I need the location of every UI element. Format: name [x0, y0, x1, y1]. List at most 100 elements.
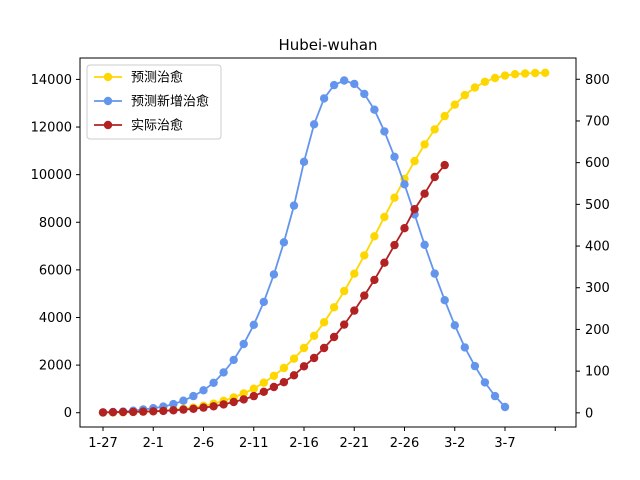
data-point	[319, 318, 329, 327]
data-point	[430, 172, 439, 182]
data-point	[209, 402, 218, 411]
data-point	[269, 382, 279, 392]
data-point	[98, 408, 108, 417]
data-point	[279, 378, 289, 387]
data-point	[299, 343, 309, 353]
data-point	[490, 73, 500, 83]
legend-label: 预测新增治愈	[131, 94, 209, 110]
data-point	[541, 68, 550, 78]
data-point	[229, 355, 238, 365]
data-point	[329, 303, 339, 312]
y-left-tick-label: 6000	[39, 263, 72, 278]
data-point	[420, 240, 429, 249]
data-point	[269, 371, 279, 380]
data-point	[249, 391, 258, 401]
data-point	[299, 157, 309, 166]
data-point	[259, 297, 268, 307]
data-point	[480, 77, 490, 87]
data-point	[470, 83, 480, 92]
data-point	[340, 76, 349, 85]
y-right-tick-label: 600	[585, 156, 610, 171]
y-left-tick-label: 2000	[39, 359, 72, 374]
data-point	[159, 406, 168, 416]
data-point	[520, 69, 530, 78]
data-point	[450, 321, 459, 330]
data-point	[309, 331, 319, 340]
data-point	[420, 140, 429, 149]
data-point	[360, 291, 369, 300]
x-tick-label: 2-26	[390, 436, 420, 451]
data-point	[380, 127, 389, 136]
chart-title: Hubei-wuhan	[278, 36, 377, 54]
data-point	[350, 79, 359, 89]
x-tick-label: 1-27	[88, 436, 118, 451]
y-right-tick-label: 800	[585, 73, 610, 88]
data-point	[289, 201, 299, 210]
data-point	[430, 125, 439, 134]
data-point	[259, 378, 268, 387]
data-point	[380, 258, 389, 267]
data-point	[209, 378, 218, 387]
data-point	[500, 402, 510, 412]
x-tick-label: 2-1	[143, 436, 164, 451]
data-point	[249, 384, 258, 393]
data-point	[289, 354, 299, 363]
data-point	[219, 400, 228, 409]
data-point	[440, 111, 449, 121]
data-point	[430, 269, 439, 278]
data-point	[329, 332, 339, 342]
data-point	[390, 152, 399, 161]
legend-box	[86, 64, 222, 140]
y-left-tick-label: 8000	[39, 216, 72, 231]
y-right-tick-label: 700	[585, 114, 610, 129]
plot-frame	[79, 57, 577, 428]
data-point	[450, 100, 459, 109]
x-tick-label: 2-6	[193, 436, 214, 451]
legend-label: 预测治愈	[131, 71, 183, 86]
data-point	[329, 80, 339, 90]
y-right-tick-label: 0	[585, 406, 593, 421]
data-point	[400, 180, 409, 189]
data-point	[500, 71, 510, 80]
data-point	[390, 193, 399, 202]
data-point	[189, 391, 198, 401]
data-point	[420, 189, 429, 198]
data-point	[279, 363, 289, 373]
legend-marker	[103, 120, 113, 130]
data-point	[299, 362, 309, 371]
data-point	[410, 205, 419, 214]
x-tick-label: 3-7	[494, 436, 515, 451]
data-point	[460, 90, 469, 100]
y-right-tick-label: 400	[585, 240, 610, 255]
data-point	[340, 286, 349, 296]
y-right-tick-label: 100	[585, 365, 610, 380]
data-point	[340, 320, 349, 329]
x-tick-label: 2-16	[289, 436, 319, 451]
y-left-tick-label: 10000	[31, 168, 72, 183]
data-point	[229, 397, 238, 407]
y-left-tick-label: 14000	[31, 73, 72, 88]
axis-ticks: 0 2000 4000 6000 8000 10000 12000 14000 0 100 200 3…	[31, 73, 610, 451]
data-point	[360, 89, 369, 99]
legend-label: 实际治愈	[131, 119, 183, 134]
data-point	[239, 339, 248, 349]
data-point	[370, 105, 379, 114]
data-point	[219, 368, 228, 377]
y-left-tick-label: 0	[64, 406, 72, 421]
data-point	[350, 269, 359, 278]
x-tick-label: 2-11	[239, 436, 269, 451]
data-point	[259, 387, 268, 396]
data-point	[139, 407, 148, 416]
data-point	[169, 399, 178, 409]
data-point	[319, 343, 329, 353]
data-point	[108, 408, 118, 417]
data-point	[470, 361, 480, 371]
legend-marker	[103, 96, 113, 106]
data-point	[400, 224, 409, 233]
data-point	[118, 407, 128, 417]
y-left-tick-label: 12000	[31, 121, 72, 136]
data-point	[249, 320, 258, 329]
